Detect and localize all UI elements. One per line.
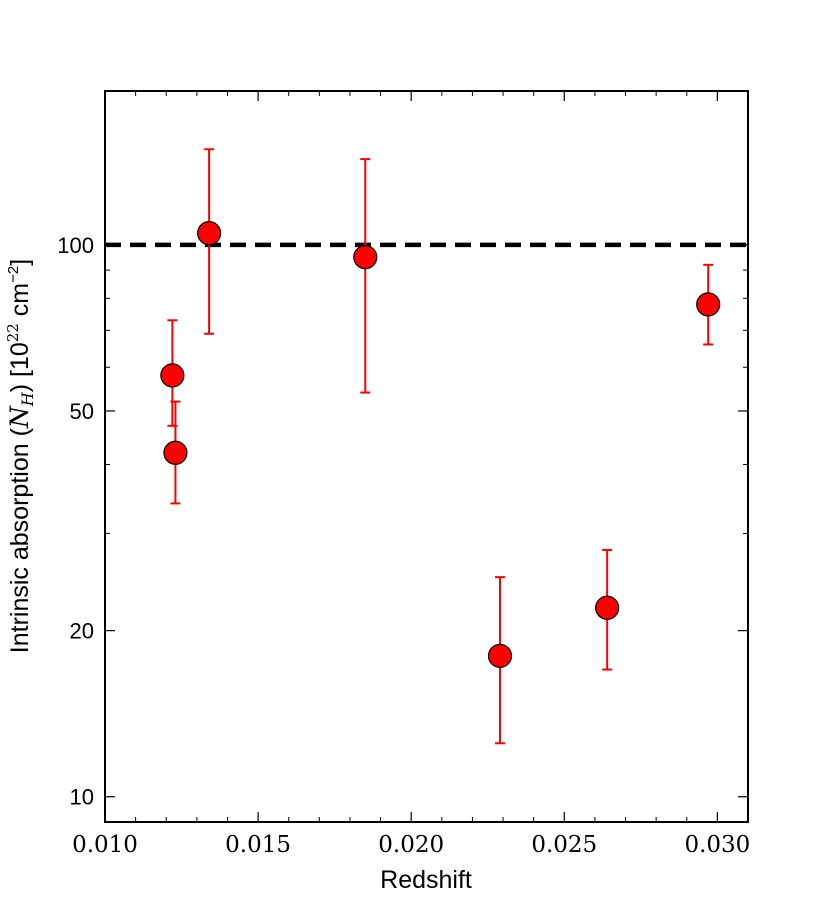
tick-labels: 0.010 0.015 0.020 0.025 0.030 10 20 50 100: [57, 233, 750, 858]
y-tick-label: 100: [57, 233, 94, 258]
x-axis-label: Redshift: [380, 866, 472, 894]
x-tick-label: 0.030: [684, 832, 750, 858]
y-axis-label-exponent: 22: [4, 323, 22, 342]
axis-ticks: [104, 91, 748, 822]
y-axis-label-math-sub: H: [18, 391, 37, 407]
data-point: [197, 221, 222, 246]
y-axis-label-unit-exponent: −2: [5, 266, 22, 283]
y-axis-label-close: ]: [6, 259, 34, 266]
x-tick-label: 0.015: [225, 832, 291, 858]
y-axis-label-math: N: [5, 405, 34, 429]
data-point: [163, 440, 188, 465]
y-axis-label-suffix: ) [10: [6, 342, 34, 392]
data-point: [696, 292, 721, 317]
data-point: [353, 245, 378, 270]
x-tick-label: 0.020: [378, 832, 444, 858]
y-axis-label: Intrinsic absorption (NH) [1022 cm−2]: [4, 259, 37, 653]
plot-frame: [104, 90, 749, 823]
x-tick-label: 0.010: [72, 832, 138, 858]
data-point: [160, 363, 185, 388]
y-tick-label: 50: [70, 399, 94, 424]
y-axis-label-prefix: Intrinsic absorption (: [6, 427, 34, 653]
y-axis-label-unit: cm: [6, 283, 34, 323]
x-tick-label: 0.025: [531, 832, 597, 858]
data-point: [487, 643, 513, 668]
y-tick-label: 10: [70, 785, 94, 810]
data-point: [595, 595, 620, 620]
data-points: [160, 221, 721, 668]
error-bars: [167, 148, 714, 745]
y-tick-label: 20: [70, 619, 94, 644]
